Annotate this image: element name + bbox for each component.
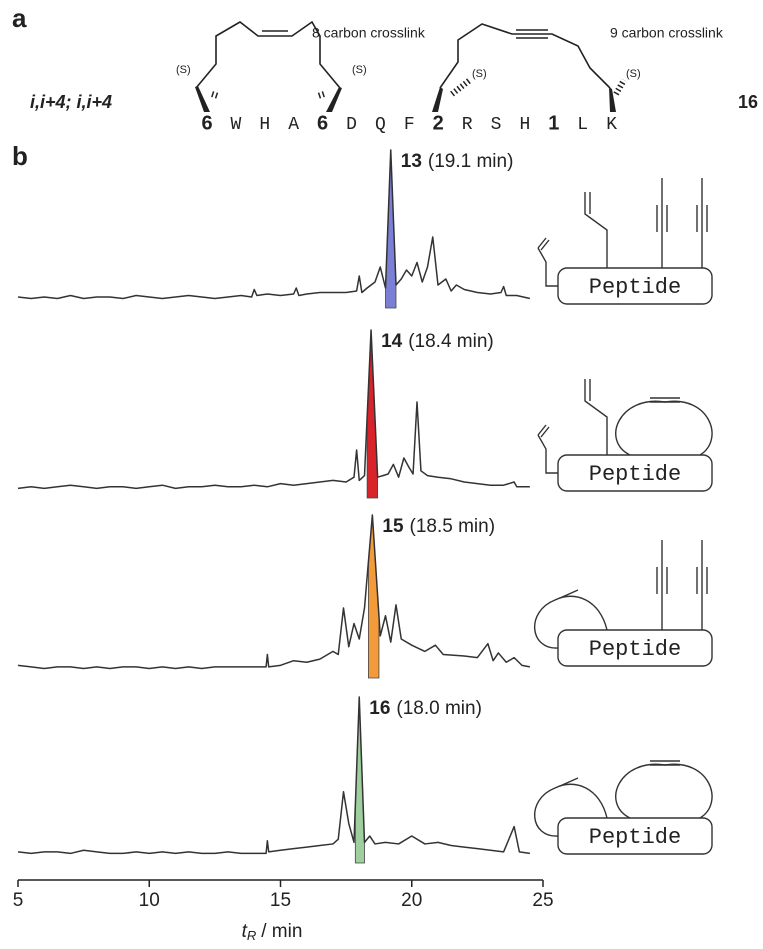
schematics xyxy=(534,178,713,855)
compound-number: 14 xyxy=(381,331,403,352)
retention-time: (19.1 min) xyxy=(428,151,514,172)
residue: 1 xyxy=(548,112,559,134)
compound-number: 16 xyxy=(369,698,390,719)
stereo-label: (S) xyxy=(176,64,191,76)
residue: K xyxy=(606,115,617,135)
residue: 2 xyxy=(433,112,444,134)
schematic-label: Peptide xyxy=(589,462,681,487)
peak-label: 13 (19.1 min) xyxy=(401,151,514,172)
trace xyxy=(17,696,530,855)
residue: S xyxy=(491,115,502,135)
x-axis-label-sub: R xyxy=(247,928,256,943)
crosslink-label: 8 carbon crosslink xyxy=(312,25,426,41)
x-axis-label-unit: / min xyxy=(261,921,302,942)
residue: D xyxy=(346,115,357,135)
schematic-label: Peptide xyxy=(589,275,681,300)
structure xyxy=(195,20,627,99)
crosslink-label: 9 carbon crosslink xyxy=(610,25,724,41)
compound-number: 13 xyxy=(401,151,422,172)
retention-time: (18.5 min) xyxy=(410,516,496,537)
residue: W xyxy=(230,115,241,135)
x-tick-label: 15 xyxy=(270,890,291,911)
x-axis-label: tR / min xyxy=(242,921,303,943)
wedges xyxy=(195,86,616,112)
peak-label: 14 (18.4 min) xyxy=(381,331,494,352)
residue: Q xyxy=(375,115,386,135)
panel-label: a xyxy=(12,3,27,33)
trace xyxy=(17,514,531,670)
stereo-label: (S) xyxy=(472,68,487,80)
compound-number: 15 xyxy=(382,516,404,537)
x-tick-label: 25 xyxy=(532,890,553,911)
peak-label: 15 (18.5 min) xyxy=(382,516,495,537)
retention-time: (18.0 min) xyxy=(396,698,482,719)
residue: H xyxy=(259,115,270,135)
chromatograms: 13 (19.1 min) 14 (18.4 min) 15 (18.5 min) 16 (1… xyxy=(13,149,554,943)
x-tick-label: 20 xyxy=(401,890,422,911)
x-tick-label: 10 xyxy=(139,890,160,911)
schematic-label: Peptide xyxy=(589,825,681,850)
trace xyxy=(17,329,530,490)
residue: 6 xyxy=(317,112,328,134)
x-tick-label: 5 xyxy=(13,890,24,911)
peak-label: 16 (18.0 min) xyxy=(369,698,482,719)
trace xyxy=(17,149,531,300)
residue: F xyxy=(404,115,415,135)
x-axis-label-var: t xyxy=(242,921,248,942)
stereo-label: (S) xyxy=(626,68,641,80)
residue: R xyxy=(462,115,473,135)
residue: A xyxy=(288,115,299,135)
stereo-label: (S) xyxy=(352,64,367,76)
retention-time: (18.4 min) xyxy=(408,331,494,352)
staple-pattern: i,i+4; i,i+4 xyxy=(30,92,112,112)
schematic-label: Peptide xyxy=(589,637,681,662)
compound-number: 16 xyxy=(738,92,758,112)
panel-label: b xyxy=(12,141,28,171)
residue: H xyxy=(519,115,530,135)
residue: 6 xyxy=(201,112,212,134)
residue: L xyxy=(577,115,588,135)
